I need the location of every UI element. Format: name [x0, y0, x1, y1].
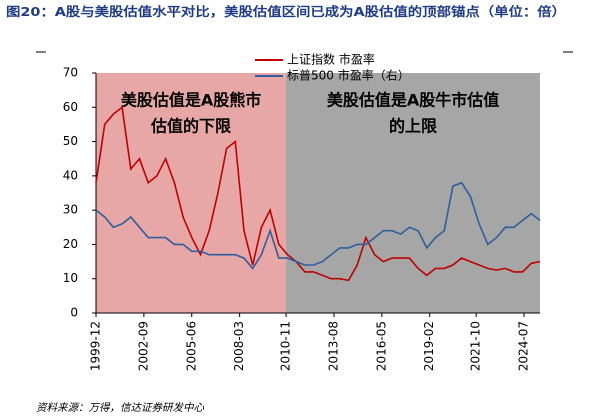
x-tick-label: 2008-03	[232, 321, 246, 371]
source: 资料来源：万得，信达证券研发中心	[36, 402, 204, 414]
shaded-region	[96, 73, 287, 313]
y-tick-label: 10	[63, 271, 78, 285]
x-tick-label: 2021-10	[469, 321, 483, 371]
y-tick-label: 60	[63, 100, 78, 114]
x-tick-label: 2013-08	[326, 321, 340, 371]
region-label: 的上限	[389, 117, 438, 136]
chart-title: 图20：A股与美股估值水平对比，美股估值区间已成为A股估值的顶部锚点（单位：倍）	[6, 4, 566, 19]
y-tick-label: 20	[63, 237, 78, 251]
y-tick-label: 70	[63, 66, 78, 80]
region-label: 美股估值是A股熊市	[121, 91, 261, 110]
x-tick-label: 2010-11	[279, 321, 293, 371]
series-line	[95, 105, 541, 282]
y-tick-label: 50	[63, 134, 78, 148]
legend-label: 上证指数 市盈率	[287, 52, 375, 67]
legend-label: 标普500 市盈率（右）	[287, 68, 410, 83]
y-tick-label: 40	[63, 168, 78, 182]
y-tick-label: 0	[70, 306, 78, 320]
x-tick-label: 2005-06	[184, 321, 198, 371]
x-tick-label: 2024-07	[517, 321, 531, 371]
x-tick-label: 2019-02	[422, 321, 436, 371]
region-label: 美股估值是A股牛市估值	[327, 91, 499, 110]
x-tick-label: 2016-05	[374, 321, 388, 371]
shaded-region	[286, 73, 540, 313]
series-line	[95, 181, 541, 270]
x-tick-label: 1999-12	[89, 321, 103, 371]
x-tick-label: 2002-09	[136, 321, 150, 371]
region-label: 估值的下限	[150, 117, 232, 136]
y-tick-label: 30	[63, 203, 78, 217]
